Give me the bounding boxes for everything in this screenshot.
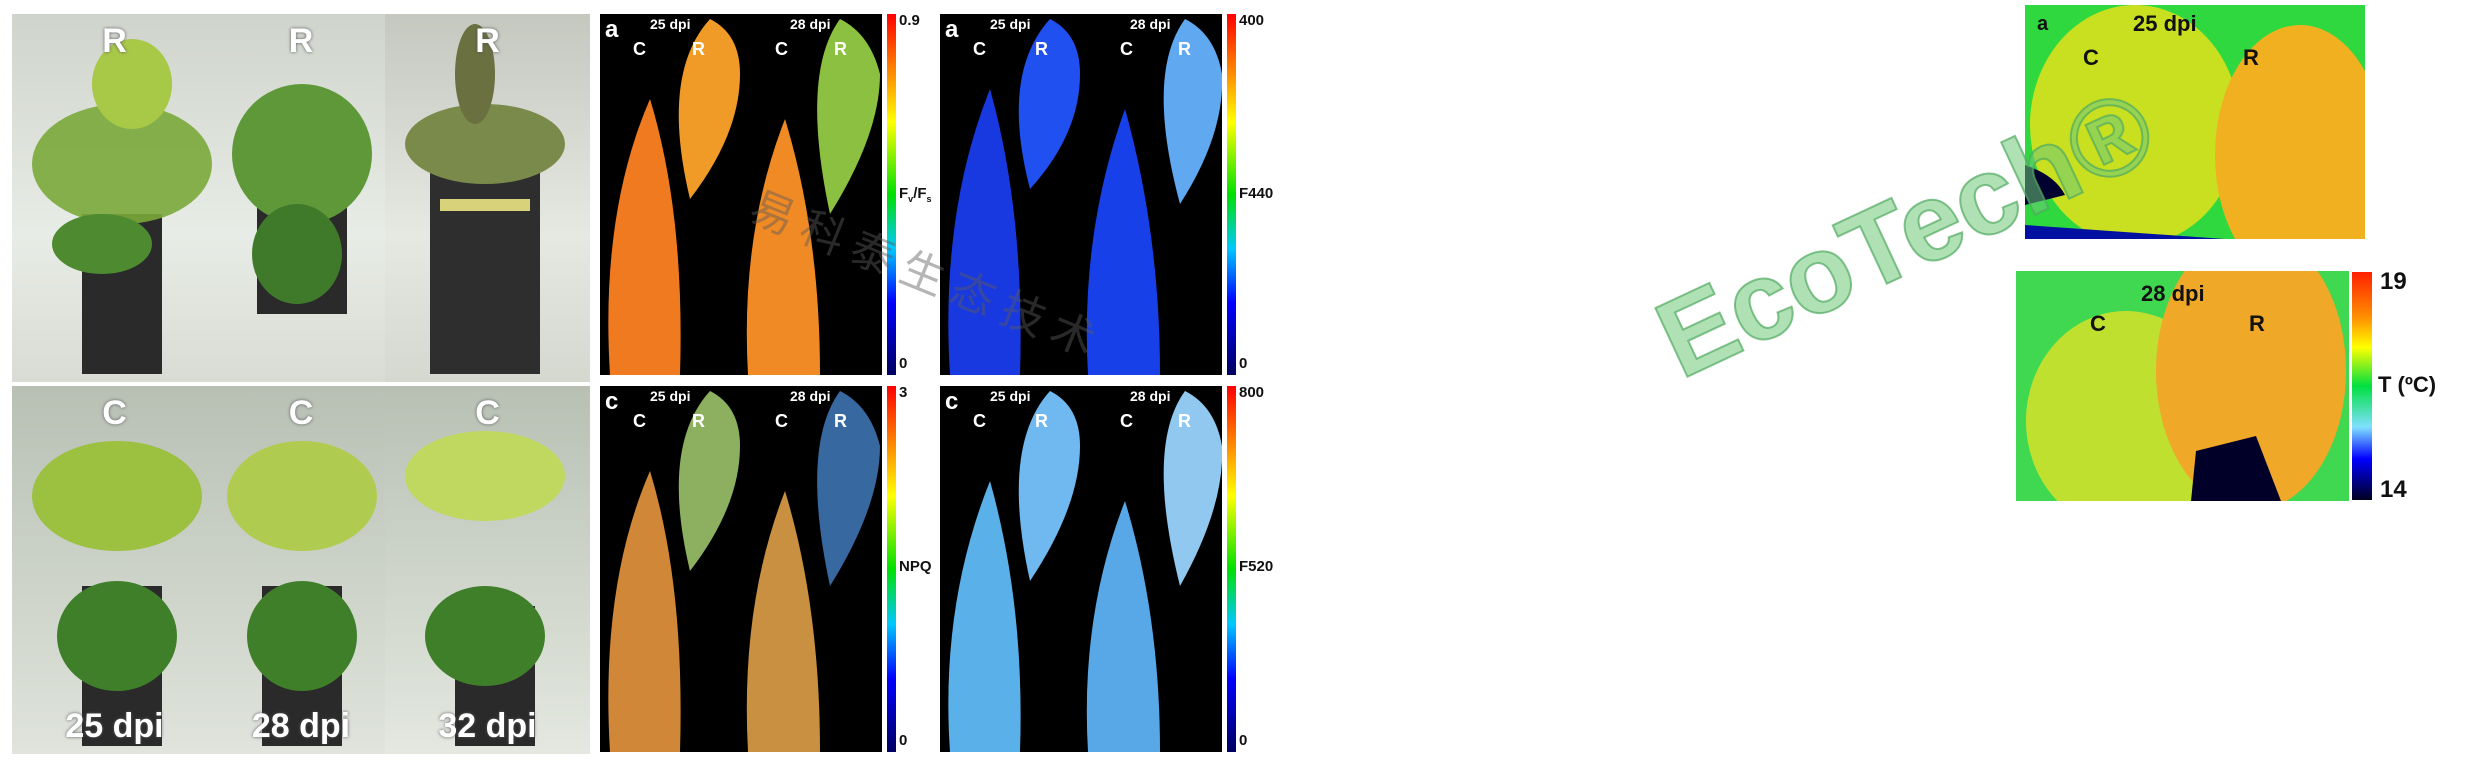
date-label: 28 dpi: [251, 707, 351, 745]
colorbar-title: F520: [1239, 558, 1274, 575]
date-label: 25 dpi: [990, 16, 1031, 32]
thermal-image: [2026, 271, 2346, 501]
colorbar-max: 400: [1239, 12, 1265, 29]
colorbar-title: Fv/Fs: [899, 185, 932, 204]
plant-illustration: [405, 24, 565, 374]
f520-colorbar: [1227, 386, 1236, 752]
leaf-label: C: [973, 411, 986, 431]
photo-c-32dpi: C 32 dpi: [385, 386, 590, 754]
colorbar-min: 0: [1239, 355, 1248, 372]
label-f: F: [899, 185, 909, 202]
colorbar-min: 0: [1239, 732, 1248, 749]
leaf-images: [608, 391, 880, 752]
date-label: 28 dpi: [2141, 281, 2205, 306]
date-label: 25 dpi: [65, 707, 164, 745]
thermal-image: [2025, 5, 2365, 239]
colorbar-max: 800: [1239, 384, 1265, 401]
photo-label: R: [102, 22, 127, 60]
photo-r-28dpi: R: [217, 14, 385, 382]
photo-c-25dpi: C 25 dpi: [12, 386, 217, 754]
colorbar-title: F440: [1239, 185, 1274, 202]
colorbar-max: 0.9: [899, 12, 920, 29]
leaf-label: C: [633, 39, 646, 59]
panel-letter: a: [2037, 13, 2049, 35]
colorbar-max: 19: [2380, 268, 2407, 295]
plant-illustration: [32, 39, 212, 374]
photo-label: C: [475, 394, 500, 432]
leaf-label: R: [2249, 311, 2265, 336]
label-sub: v: [908, 194, 914, 204]
leaf-label: R: [1035, 411, 1048, 431]
leaf-label: C: [775, 411, 788, 431]
plant-illustration: [227, 441, 377, 746]
leaf-images: [608, 19, 880, 375]
leaf-label: R: [2243, 45, 2259, 70]
f440-colorbar: [1227, 14, 1236, 375]
photo-label: R: [288, 22, 314, 60]
leaf-label: C: [973, 39, 986, 59]
leaf-label: C: [2083, 45, 2099, 70]
plant-illustration: [32, 441, 202, 746]
plant-illustration: [405, 431, 565, 746]
date-label: 25 dpi: [2133, 11, 2197, 36]
colorbar-max: 3: [899, 384, 908, 401]
photo-label: R: [475, 22, 500, 60]
leaf-label: C: [633, 411, 646, 431]
leaf-label: R: [1178, 411, 1191, 431]
leaf-label: C: [1120, 411, 1133, 431]
photo-label: C: [288, 394, 314, 432]
panel-letter: c: [605, 388, 619, 415]
npq-panel: c 25 dpi 28 dpi C R C R: [600, 386, 882, 752]
f520-panel: c 25 dpi 28 dpi C R C R: [940, 386, 1222, 752]
photo-c-28dpi: C 28 dpi: [217, 386, 385, 754]
plant-photo-grid: R R R C 25 dpi C 28 dpi C 32 dpi: [12, 14, 590, 754]
colorbar-min: 0: [899, 732, 908, 749]
leaf-label: R: [692, 411, 705, 431]
colorbar-min: 0: [899, 355, 908, 372]
date-label: 28 dpi: [1130, 16, 1171, 32]
panel-letter: a: [945, 16, 959, 43]
date-label: 28 dpi: [790, 16, 831, 32]
colorbar-title: NPQ: [899, 558, 932, 575]
leaf-label: C: [1120, 39, 1133, 59]
leaf-label: R: [692, 39, 705, 59]
date-label: 28 dpi: [1130, 388, 1171, 404]
leaf-label: R: [1035, 39, 1048, 59]
label-sub: s: [926, 194, 932, 204]
plant-illustration: [232, 84, 372, 314]
temperature-colorbar: [2352, 272, 2372, 500]
date-label: 32 dpi: [438, 707, 537, 745]
leaf-images: [948, 391, 1222, 752]
colorbar-min: 14: [2380, 476, 2407, 503]
leaf-label: R: [834, 39, 847, 59]
panel-letter: a: [605, 16, 619, 43]
fvfs-panel: a 25 dpi 28 dpi C R C R: [600, 14, 882, 375]
colorbar-title: T (ºC): [2378, 372, 2437, 397]
thermal-panel-25dpi: a 25 dpi C R: [2025, 5, 2365, 239]
npq-colorbar: [887, 386, 896, 752]
fvfs-colorbar: [887, 14, 896, 375]
date-label: 25 dpi: [650, 388, 691, 404]
f440-panel: a 25 dpi 28 dpi C R C R: [940, 14, 1222, 375]
photo-label: C: [102, 394, 127, 432]
panel-letter: c: [945, 388, 959, 415]
leaf-label: C: [775, 39, 788, 59]
date-label: 25 dpi: [990, 388, 1031, 404]
label-sep: /F: [913, 185, 927, 202]
date-label: 28 dpi: [790, 388, 831, 404]
photo-r-32dpi: R: [385, 14, 590, 382]
date-label: 25 dpi: [650, 16, 691, 32]
leaf-label: C: [2090, 311, 2106, 336]
leaf-label: R: [834, 411, 847, 431]
leaf-images: [948, 19, 1222, 375]
leaf-label: R: [1178, 39, 1191, 59]
thermal-panel-28dpi: 28 dpi C R: [2016, 271, 2349, 501]
photo-r-25dpi: R: [12, 14, 217, 382]
